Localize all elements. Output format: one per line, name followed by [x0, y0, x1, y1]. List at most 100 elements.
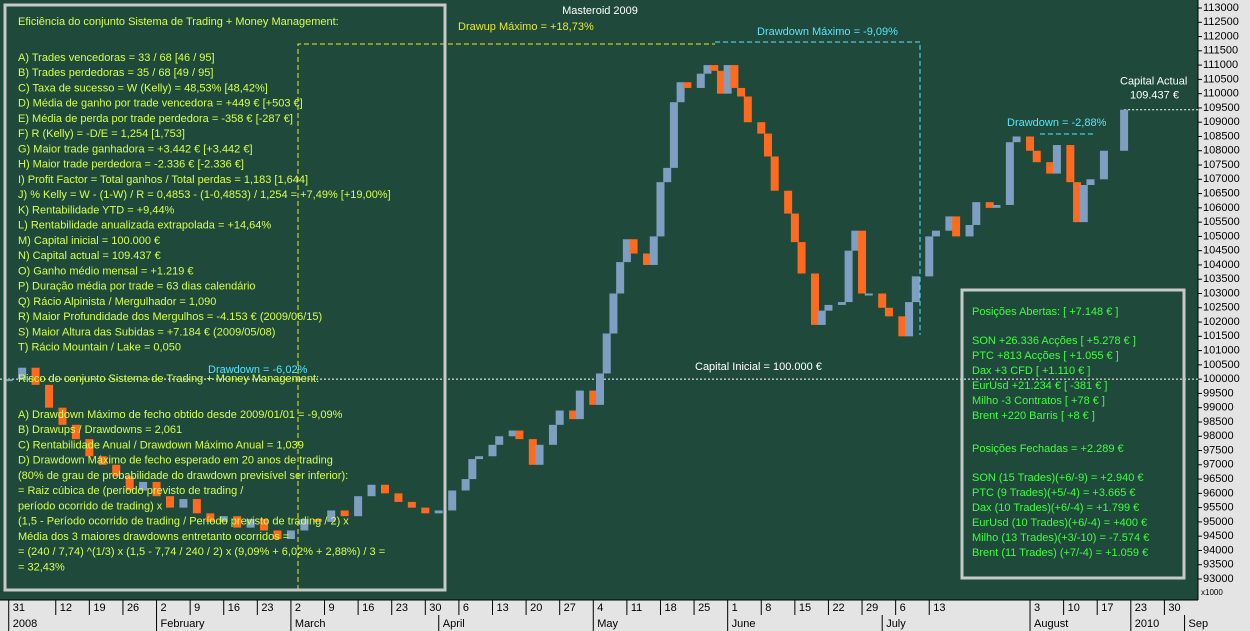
candle [1032, 150, 1041, 163]
month-label: February [161, 618, 206, 630]
y-tick-label: 108000 [1203, 145, 1240, 157]
x-tick-label: 2 [295, 602, 301, 614]
candle [703, 65, 712, 74]
panel-line: = 32,43% [18, 561, 65, 573]
x-tick-label: 30 [429, 602, 441, 614]
month-label: August [1034, 618, 1068, 630]
candle [824, 304, 833, 311]
candle [1079, 185, 1088, 223]
candle [898, 316, 907, 337]
candle [1012, 136, 1021, 143]
y-tick-label: 99500 [1203, 387, 1234, 399]
panel-title: Posições Fechadas = +2.289 € [972, 443, 1124, 455]
candle [784, 190, 793, 214]
y-tick-label: 112500 [1203, 16, 1239, 28]
x-tick-label: 1 [732, 602, 738, 614]
panel-line: O) Ganho médio mensal = +1.219 € [18, 265, 194, 277]
candle [165, 496, 174, 508]
candle [260, 519, 269, 531]
panel-line: SON (15 Trades)(+6/-9) = +2.940 € [972, 472, 1144, 484]
x-tick-label: 25 [698, 602, 710, 614]
panel-line: A) Trades vencedoras = 33 / 68 [46 / 95] [18, 52, 215, 64]
candle [354, 496, 363, 517]
candle [313, 519, 322, 522]
candle [952, 216, 961, 237]
y-tick-label: 103500 [1203, 273, 1240, 285]
candle [905, 302, 914, 337]
panel-line: período ocorrido de trading) x [18, 500, 163, 512]
candle [797, 242, 806, 274]
candle [380, 484, 389, 494]
panel-line: B) Drawups / Drawdowns = 2,061 [18, 424, 182, 436]
candle [555, 410, 564, 425]
marks [0, 65, 1198, 540]
candle [723, 65, 732, 94]
candle [340, 510, 349, 517]
candle [837, 302, 846, 305]
candle [925, 236, 934, 277]
panel-line: (80% de grau de probabilidade do drawdow… [18, 470, 348, 482]
panel-line: Milho (13 Trades)(+3/-10) = -7.574 € [972, 532, 1149, 544]
y-tick-label: 97500 [1203, 444, 1234, 456]
panel-line: Milho -3 Contratos [ +78 € ] [972, 395, 1105, 407]
panel-line: S) Maior Altura das Subidas = +7.184 € (… [18, 326, 275, 338]
panel-line: Dax +3 CFD [ +1.110 € ] [972, 365, 1090, 377]
panel-line: Dax (10 Trades)(+6/-4) = +1.799 € [972, 502, 1139, 514]
panel-line: A) Drawdown Máximo de fecho obtido desde… [18, 409, 343, 421]
candle [864, 293, 873, 296]
x-tick-label: 13 [496, 602, 508, 614]
candle [192, 499, 201, 514]
candle [179, 499, 188, 508]
candle [629, 239, 638, 254]
candle [696, 73, 705, 88]
drawup-line [297, 43, 715, 590]
candle [851, 230, 860, 251]
panel-line: H) Maior trade perdedora = -2.336 € [-2.… [18, 159, 244, 171]
candle [535, 444, 544, 465]
month-label: May [597, 618, 618, 630]
y-tick-label: 110000 [1203, 88, 1239, 100]
x-axis-background [0, 600, 1250, 631]
y-unit-label: x1000 [1201, 588, 1223, 597]
panel-title: Risco do conjunto Sistema de Trading + M… [18, 373, 319, 385]
x-tick-label: 22 [832, 602, 844, 614]
y-tick-label: 98000 [1203, 430, 1234, 442]
candle [884, 307, 893, 317]
candle [461, 479, 470, 491]
panel-line: D) Drawdown Máximo de fecho esperado em … [18, 455, 333, 467]
y-tick-label: 112000 [1203, 30, 1239, 42]
x-tick-label: 9 [329, 602, 335, 614]
candle [45, 384, 54, 408]
candle [676, 82, 685, 103]
month-label: Sep [1189, 618, 1209, 630]
y-tick-label: 102000 [1203, 316, 1240, 328]
candle [1026, 136, 1035, 151]
candle [18, 367, 27, 380]
x-tick-label: 23 [396, 602, 408, 614]
y-tick-label: 105000 [1203, 230, 1240, 242]
y-tick-label: 111500 [1203, 45, 1238, 57]
x-tick-label: 23 [261, 602, 273, 614]
candle [911, 276, 920, 303]
candle [273, 530, 282, 540]
x-tick-label: 6 [900, 602, 906, 614]
x-tick-label: 13 [933, 602, 945, 614]
panel-line: G) Maior trade ganhadora = +3.442 € [+3.… [18, 143, 253, 155]
candle [98, 456, 107, 465]
y-tick-label: 98500 [1203, 416, 1234, 428]
candle [246, 519, 255, 528]
panel-line: C) Taxa de sucesso = W (Kelly) = 48,53% … [18, 82, 268, 94]
candle [434, 510, 443, 514]
candle [112, 464, 121, 477]
x-tick-label: 12 [60, 602, 72, 614]
drawdown-recent-label: Drawdown = -2,88% [1007, 117, 1107, 129]
y-tick-label: 103000 [1203, 287, 1240, 299]
y-tick-label: 111000 [1203, 59, 1238, 71]
panel-line: P) Duração média por trade = 63 dias cal… [18, 281, 256, 293]
y-tick-label: 101000 [1203, 345, 1240, 357]
candle [300, 519, 309, 531]
y-tick-label: 106500 [1203, 187, 1240, 199]
panel-line: = (240 / 7,74) ^(1/3) x (1,5 - 7,74 / 24… [18, 546, 385, 558]
candle [643, 253, 652, 265]
candle [1005, 142, 1014, 205]
